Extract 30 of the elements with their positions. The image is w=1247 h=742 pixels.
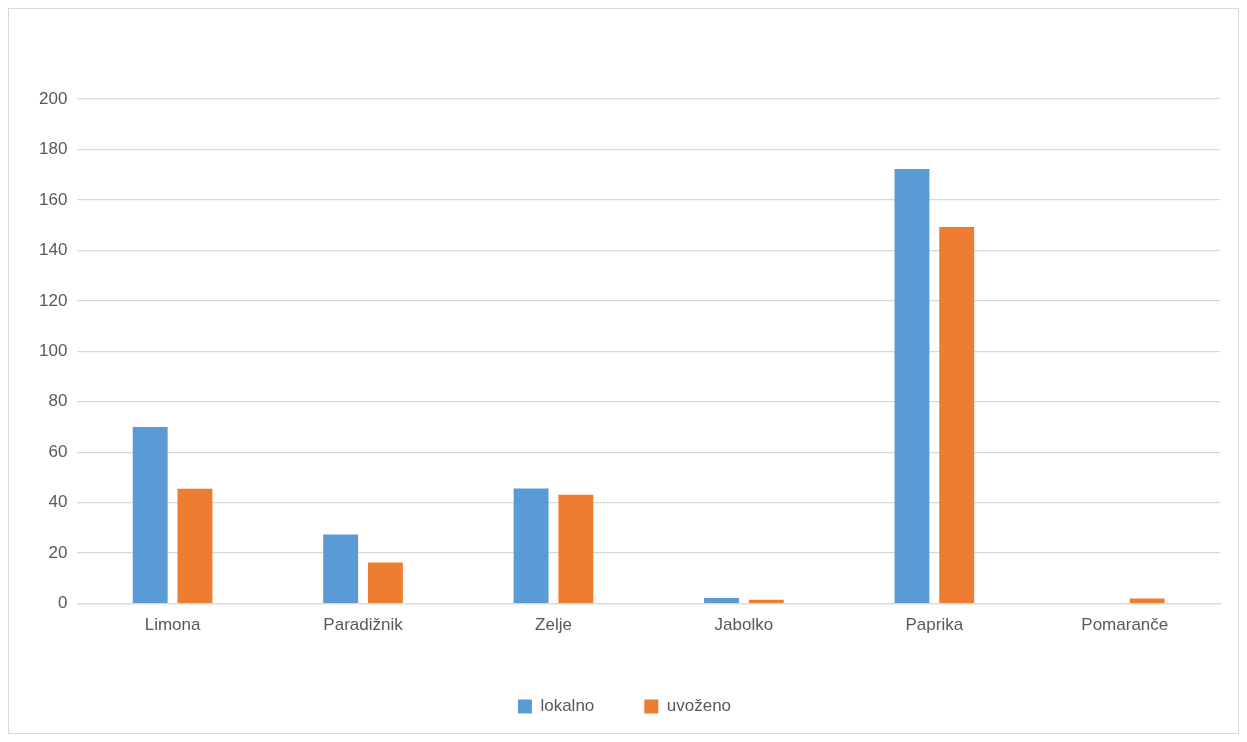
bar (558, 494, 594, 603)
bar (323, 534, 359, 603)
y-tick-label: 0 (57, 593, 68, 613)
y-tick-label: 20 (48, 542, 68, 562)
bar (704, 598, 739, 603)
x-tick-label: Pomaranče (1081, 615, 1169, 635)
bar (748, 599, 784, 603)
y-tick-label: 120 (38, 290, 68, 310)
x-tick-label: Paradižnik (323, 615, 404, 635)
bar (1129, 598, 1165, 603)
bar (939, 226, 975, 603)
y-tick-label: 140 (38, 240, 68, 260)
legend-label: uvoženo (666, 696, 732, 716)
y-tick-label: 40 (48, 492, 68, 512)
y-tick-label: 100 (38, 340, 68, 360)
x-tick-label: Zelje (535, 615, 572, 635)
bar (367, 562, 403, 603)
x-tick-label: Limona (144, 615, 201, 635)
bar (177, 488, 213, 603)
x-tick-label: Paprika (905, 615, 964, 635)
legend-label: lokalno (540, 696, 595, 716)
bar (513, 488, 549, 603)
y-tick-label: 180 (38, 139, 68, 159)
y-tick-label: 160 (38, 189, 68, 209)
bar (894, 168, 930, 603)
bar (132, 426, 168, 603)
y-tick-label: 80 (48, 391, 68, 411)
x-tick-label: Jabolko (714, 615, 774, 635)
y-tick-label: 60 (48, 441, 68, 461)
y-tick-label: 200 (38, 88, 68, 108)
